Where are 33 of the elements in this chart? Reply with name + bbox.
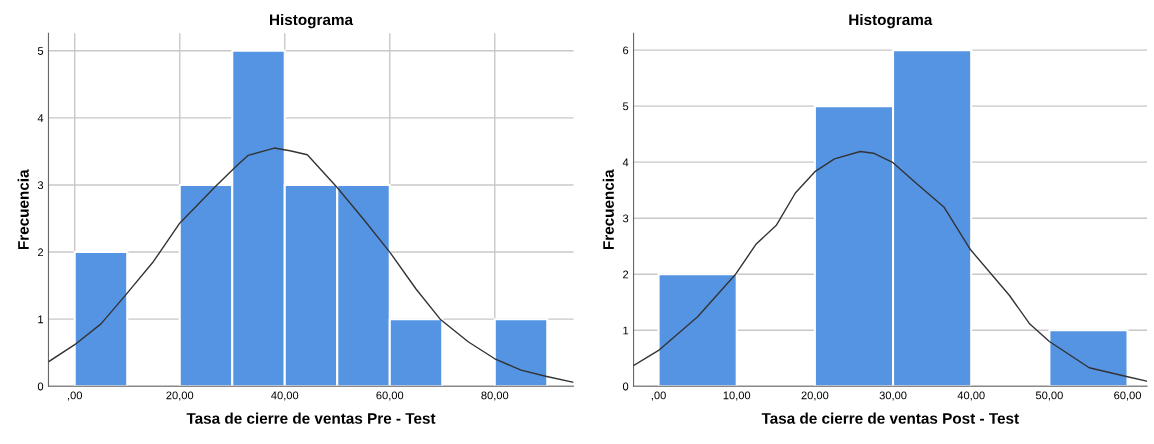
y-tick-label: 4 — [622, 158, 629, 167]
x-tick-label: ,00 — [651, 391, 666, 401]
chart-title: Histograma — [270, 13, 354, 29]
x-tick-label: 10,00 — [723, 391, 751, 401]
x-tick-label: 50,00 — [1035, 391, 1063, 401]
y-tick-label: 6 — [623, 46, 629, 55]
y-tick-label: 1 — [38, 315, 44, 324]
x-tick-label: 60,00 — [1114, 391, 1141, 401]
x-axis-title: Tasa de cierre de ventas Pre - Test — [186, 412, 436, 424]
x-tick-label: 20,00 — [166, 391, 194, 401]
x-tick-label: ,00 — [68, 391, 83, 401]
x-tick-label: 40,00 — [957, 391, 985, 401]
x-tick-label: 60,00 — [376, 391, 404, 401]
x-tick-label: 40,00 — [271, 391, 299, 401]
y-axis-title: Frecuencia — [602, 169, 614, 250]
y-tick-label: 3 — [37, 181, 44, 190]
y-tick-label: 4 — [37, 114, 44, 122]
y-tick-label: 1 — [623, 326, 629, 335]
line-series — [48, 147, 574, 383]
x-tick-label: 20,00 — [801, 391, 829, 401]
y-tick-label: 5 — [622, 102, 629, 111]
line-series — [633, 150, 1148, 382]
chart-title: Histograma — [849, 13, 933, 29]
y-tick-label: 5 — [37, 47, 44, 55]
x-tick-label: 80,00 — [481, 391, 509, 401]
y-tick-label: 2 — [37, 248, 44, 257]
y-tick-label: 2 — [623, 270, 629, 279]
y-tick-label: 3 — [622, 214, 629, 223]
x-tick-label: 30,00 — [879, 391, 907, 401]
y-axis-title: Frecuencia — [17, 169, 29, 250]
y-tick-label: 0 — [622, 382, 629, 391]
x-axis-title: Tasa de cierre de ventas Post - Test — [761, 412, 1019, 424]
y-tick-label: 0 — [37, 382, 44, 391]
